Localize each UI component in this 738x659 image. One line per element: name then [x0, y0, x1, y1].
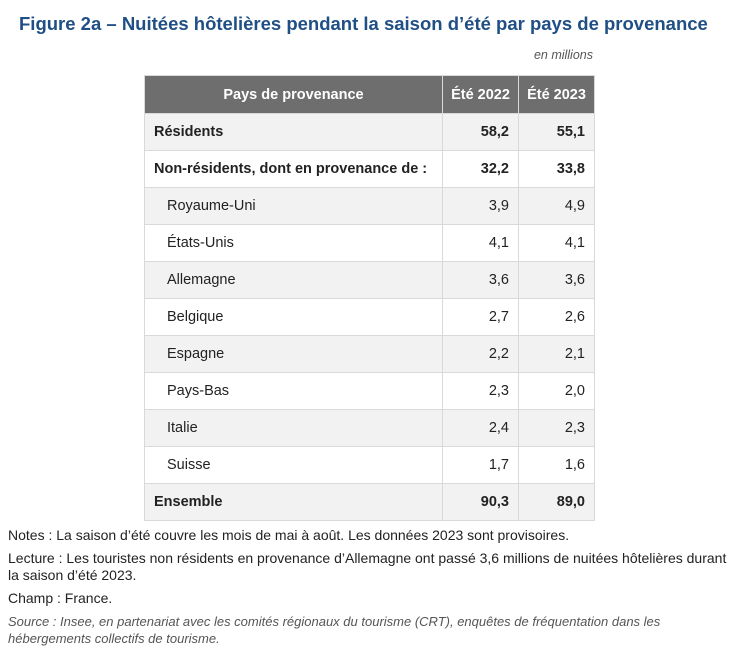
cell-2022: 90,3 [442, 483, 519, 521]
row-label: Ensemble [144, 483, 443, 521]
cell-2023: 2,3 [518, 409, 595, 447]
cell-2022: 3,9 [442, 187, 519, 225]
figure-title: Figure 2a – Nuitées hôtelières pendant l… [19, 13, 708, 34]
cell-2022: 3,6 [442, 261, 519, 299]
column-header-summer-2022: Été 2022 [442, 75, 519, 114]
row-label: Belgique [144, 298, 443, 336]
row-label: Allemagne [144, 261, 443, 299]
lecture-text: Lecture : Les touristes non résidents en… [8, 550, 727, 583]
cell-2022: 58,2 [442, 113, 519, 151]
table-row: Espagne 2,2 2,1 [144, 335, 595, 373]
cell-2022: 4,1 [442, 224, 519, 262]
table-row: Pays-Bas 2,3 2,0 [144, 372, 595, 410]
cell-2023: 3,6 [518, 261, 595, 299]
cell-2023: 1,6 [518, 446, 595, 484]
source-text: Source : Insee, en partenariat avec les … [8, 614, 661, 646]
table-row: Suisse 1,7 1,6 [144, 446, 595, 484]
notes-section: Notes : La saison d’été couvre les mois … [8, 527, 730, 647]
cell-2022: 32,2 [442, 150, 519, 188]
cell-2023: 2,0 [518, 372, 595, 410]
row-label: Non-résidents, dont en provenance de : [144, 150, 443, 188]
row-label: Italie [144, 409, 443, 447]
cell-2022: 2,3 [442, 372, 519, 410]
table-row: Royaume-Uni 3,9 4,9 [144, 187, 595, 225]
cell-2022: 2,7 [442, 298, 519, 336]
cell-2023: 89,0 [518, 483, 595, 521]
row-label: États-Unis [144, 224, 443, 262]
cell-2023: 33,8 [518, 150, 595, 188]
table-row: Belgique 2,7 2,6 [144, 298, 595, 336]
table-row-total: Ensemble 90,3 89,0 [144, 483, 595, 521]
table-row: Résidents 58,2 55,1 [144, 113, 595, 151]
table-row: États-Unis 4,1 4,1 [144, 224, 595, 262]
row-label: Suisse [144, 446, 443, 484]
unit-label: en millions [533, 48, 593, 62]
row-label: Résidents [144, 113, 443, 151]
column-header-summer-2023: Été 2023 [518, 75, 595, 114]
data-table: Pays de provenance Été 2022 Été 2023 Rés… [144, 75, 595, 521]
column-header-country: Pays de provenance [144, 75, 443, 114]
row-label: Espagne [144, 335, 443, 373]
cell-2022: 1,7 [442, 446, 519, 484]
row-label: Royaume-Uni [144, 187, 443, 225]
notes-text: Notes : La saison d’été couvre les mois … [8, 527, 570, 543]
champ-text: Champ : France. [8, 590, 113, 606]
table-row: Italie 2,4 2,3 [144, 409, 595, 447]
table-row: Allemagne 3,6 3,6 [144, 261, 595, 299]
cell-2023: 2,1 [518, 335, 595, 373]
cell-2023: 55,1 [518, 113, 595, 151]
cell-2022: 2,4 [442, 409, 519, 447]
table-header-row: Pays de provenance Été 2022 Été 2023 [144, 75, 595, 114]
cell-2023: 4,9 [518, 187, 595, 225]
cell-2023: 4,1 [518, 224, 595, 262]
row-label: Pays-Bas [144, 372, 443, 410]
cell-2022: 2,2 [442, 335, 519, 373]
cell-2023: 2,6 [518, 298, 595, 336]
table-row: Non-résidents, dont en provenance de : 3… [144, 150, 595, 188]
